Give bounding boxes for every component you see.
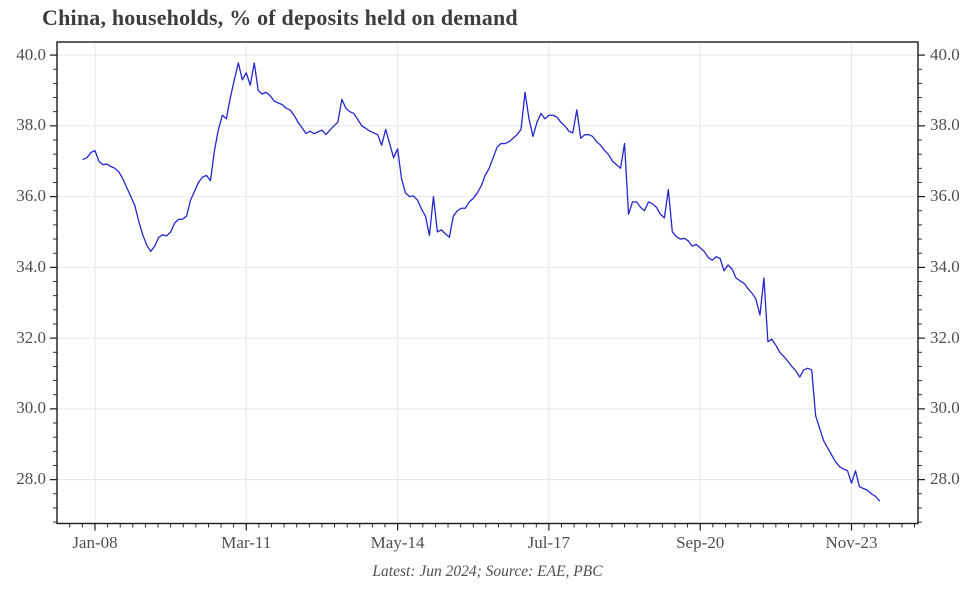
y-tick-label-right: 30.0 <box>930 398 960 418</box>
y-tick-label-left: 30.0 <box>16 398 46 418</box>
chart-title: China, households, % of deposits held on… <box>42 5 518 30</box>
x-tick-label: Sep-20 <box>676 532 725 552</box>
y-tick-label-right: 38.0 <box>930 115 960 135</box>
y-tick-label-left: 36.0 <box>16 186 46 206</box>
y-tick-label-left: 40.0 <box>16 44 46 64</box>
y-tick-label-right: 28.0 <box>930 469 960 489</box>
y-tick-label-left: 38.0 <box>16 115 46 135</box>
y-tick-label-left: 34.0 <box>16 256 46 276</box>
x-tick-label: May-14 <box>370 532 425 552</box>
y-tick-label-left: 28.0 <box>16 469 46 489</box>
y-tick-label-right: 36.0 <box>930 186 960 206</box>
plot-frame <box>56 41 919 525</box>
x-tick-label: Mar-11 <box>221 532 272 552</box>
y-tick-label-right: 32.0 <box>930 327 960 347</box>
source-caption: Latest: Jun 2024; Source: EAE, PBC <box>372 563 603 580</box>
y-tick-label-left: 32.0 <box>16 327 46 347</box>
x-tick-label: Nov-23 <box>825 532 878 552</box>
y-tick-label-right: 34.0 <box>930 256 960 276</box>
line-series <box>82 62 881 502</box>
x-tick-label: Jan-08 <box>72 532 118 552</box>
x-tick-label: Jul-17 <box>527 532 571 552</box>
y-tick-label-right: 40.0 <box>930 44 960 64</box>
